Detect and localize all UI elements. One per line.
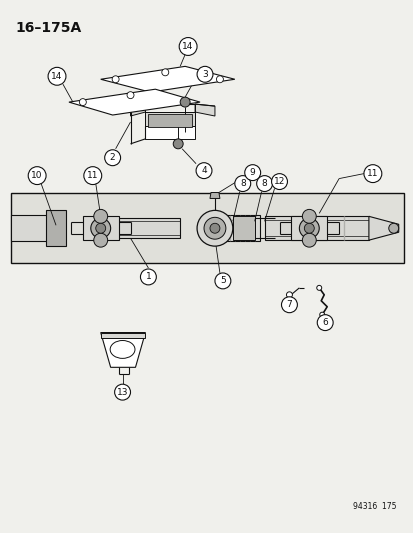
Polygon shape <box>148 114 192 127</box>
Circle shape <box>112 76 119 83</box>
Circle shape <box>209 223 219 233</box>
Text: 8: 8 <box>239 179 245 188</box>
Polygon shape <box>145 126 195 139</box>
Circle shape <box>301 233 316 247</box>
Text: 1: 1 <box>145 272 151 281</box>
Polygon shape <box>291 216 326 240</box>
Circle shape <box>388 223 398 233</box>
Polygon shape <box>209 192 219 198</box>
Polygon shape <box>11 193 403 263</box>
Text: 7: 7 <box>286 300 292 309</box>
Polygon shape <box>209 215 259 241</box>
Text: 10: 10 <box>31 171 43 180</box>
Circle shape <box>114 384 130 400</box>
Circle shape <box>281 297 297 313</box>
Circle shape <box>79 99 86 106</box>
Circle shape <box>216 76 223 83</box>
Circle shape <box>316 314 332 330</box>
Polygon shape <box>85 219 180 238</box>
Circle shape <box>179 37 197 55</box>
Text: 13: 13 <box>116 387 128 397</box>
Text: 6: 6 <box>322 318 327 327</box>
Polygon shape <box>100 333 145 337</box>
Text: 11: 11 <box>366 169 378 178</box>
Ellipse shape <box>110 341 135 358</box>
Circle shape <box>299 219 318 238</box>
Circle shape <box>316 285 321 290</box>
Circle shape <box>286 292 292 298</box>
Text: 11: 11 <box>87 171 98 180</box>
Circle shape <box>95 223 105 233</box>
Circle shape <box>93 233 107 247</box>
Text: 4: 4 <box>201 166 206 175</box>
Text: 5: 5 <box>219 277 225 285</box>
Circle shape <box>90 219 110 238</box>
Circle shape <box>180 97 190 107</box>
Text: 3: 3 <box>202 70 207 79</box>
Circle shape <box>304 223 313 233</box>
Circle shape <box>196 163 211 179</box>
Circle shape <box>214 273 230 289</box>
Text: 16–175A: 16–175A <box>15 21 81 35</box>
Text: 2: 2 <box>109 153 115 162</box>
Circle shape <box>244 165 260 181</box>
Polygon shape <box>232 216 254 240</box>
Circle shape <box>271 174 287 190</box>
Text: 14: 14 <box>182 42 193 51</box>
Text: 9: 9 <box>249 168 255 177</box>
Circle shape <box>93 209 107 223</box>
Circle shape <box>127 92 134 99</box>
Polygon shape <box>195 104 214 116</box>
Circle shape <box>173 139 183 149</box>
Polygon shape <box>100 333 145 367</box>
Circle shape <box>104 150 120 166</box>
Circle shape <box>319 312 324 317</box>
Circle shape <box>181 99 188 106</box>
Text: 94316  175: 94316 175 <box>352 503 396 511</box>
Circle shape <box>204 217 225 239</box>
Text: 12: 12 <box>273 177 285 186</box>
Polygon shape <box>145 112 195 126</box>
Polygon shape <box>11 215 51 241</box>
Text: 14: 14 <box>51 72 62 81</box>
Polygon shape <box>69 89 199 115</box>
Polygon shape <box>100 66 234 92</box>
Circle shape <box>301 209 316 223</box>
Circle shape <box>197 211 232 246</box>
Circle shape <box>83 167 102 184</box>
Polygon shape <box>368 216 398 240</box>
Circle shape <box>140 269 156 285</box>
Circle shape <box>28 167 46 184</box>
Text: 8: 8 <box>261 179 267 188</box>
Circle shape <box>256 175 272 191</box>
Polygon shape <box>130 104 145 116</box>
Circle shape <box>161 69 169 76</box>
Circle shape <box>363 165 381 183</box>
Polygon shape <box>46 211 66 246</box>
Circle shape <box>197 66 212 82</box>
Polygon shape <box>83 216 118 240</box>
Polygon shape <box>264 216 368 240</box>
Circle shape <box>234 175 250 191</box>
Circle shape <box>48 67 66 85</box>
